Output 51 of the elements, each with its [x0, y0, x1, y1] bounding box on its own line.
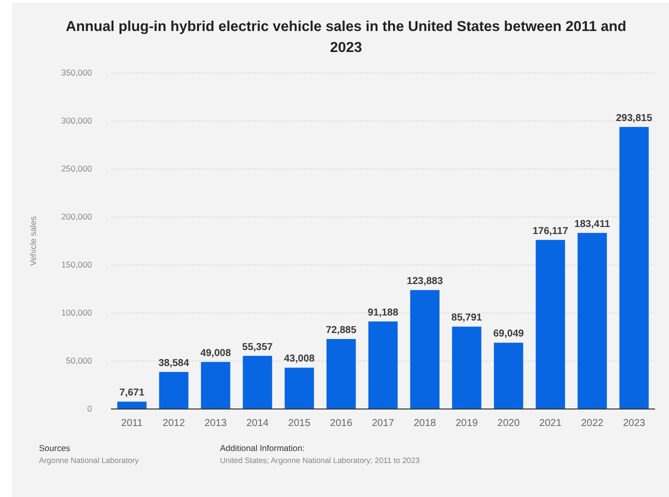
x-tick-label: 2020 [497, 418, 520, 430]
bar [326, 339, 356, 409]
bar [284, 368, 314, 409]
y-tick-label: 0 [87, 404, 92, 414]
data-label: 69,049 [493, 328, 524, 340]
chart-title: Annual plug-in hybrid electric vehicle sales in the United States between 2011 and 2023 [66, 19, 626, 56]
y-tick-label: 50,000 [66, 356, 92, 366]
bar [410, 290, 440, 409]
x-tick-label: 2021 [539, 418, 562, 430]
text: Additional Information: [220, 443, 305, 453]
bar [494, 342, 524, 409]
data-label: 43,008 [284, 354, 316, 365]
bar [117, 402, 147, 409]
x-tick-label: 2018 [414, 418, 436, 430]
y-tick-label: 100,000 [61, 308, 92, 318]
data-label: 38,584 [158, 358, 190, 369]
x-tick-label: 2011 [121, 418, 144, 430]
x-tick-label: 2016 [330, 418, 353, 430]
x-tick-label: 2014 [246, 418, 270, 430]
x-tick-label: 2012 [162, 418, 186, 430]
y-tick-label: 300,000 [61, 116, 92, 126]
data-label: 72,885 [326, 325, 357, 336]
bar [200, 362, 230, 409]
bar [242, 356, 272, 409]
y-axis-title: Vehicle sales [28, 216, 38, 266]
bar [452, 326, 482, 409]
y-tick-label: 200,000 [61, 212, 92, 222]
data-label: 85,791 [451, 312, 482, 324]
bar [578, 232, 607, 409]
x-tick-label: 2015 [288, 418, 311, 430]
bar [619, 126, 649, 409]
x-tick-label: 2023 [622, 418, 646, 430]
bar [159, 372, 188, 409]
data-label: 183,411 [574, 218, 610, 230]
bar [536, 240, 566, 409]
x-tick-label: 2017 [372, 418, 395, 430]
y-tick-label: 350,000 [61, 68, 92, 78]
bar [368, 321, 398, 409]
data-label: 55,357 [242, 342, 274, 353]
data-label: 293,815 [616, 112, 653, 124]
x-tick-label: 2013 [204, 418, 228, 430]
data-label: 123,883 [406, 276, 444, 288]
data-label: 49,008 [200, 348, 232, 359]
x-tick-label: 2019 [456, 418, 478, 430]
data-label: 7,671 [119, 388, 145, 399]
data-label: 91,188 [368, 307, 399, 318]
text: Sources [39, 443, 70, 453]
data-label: 176,117 [532, 226, 569, 237]
y-tick-label: 150,000 [61, 260, 92, 270]
y-tick-label: 250,000 [61, 164, 92, 174]
x-tick-label: 2022 [581, 418, 604, 430]
